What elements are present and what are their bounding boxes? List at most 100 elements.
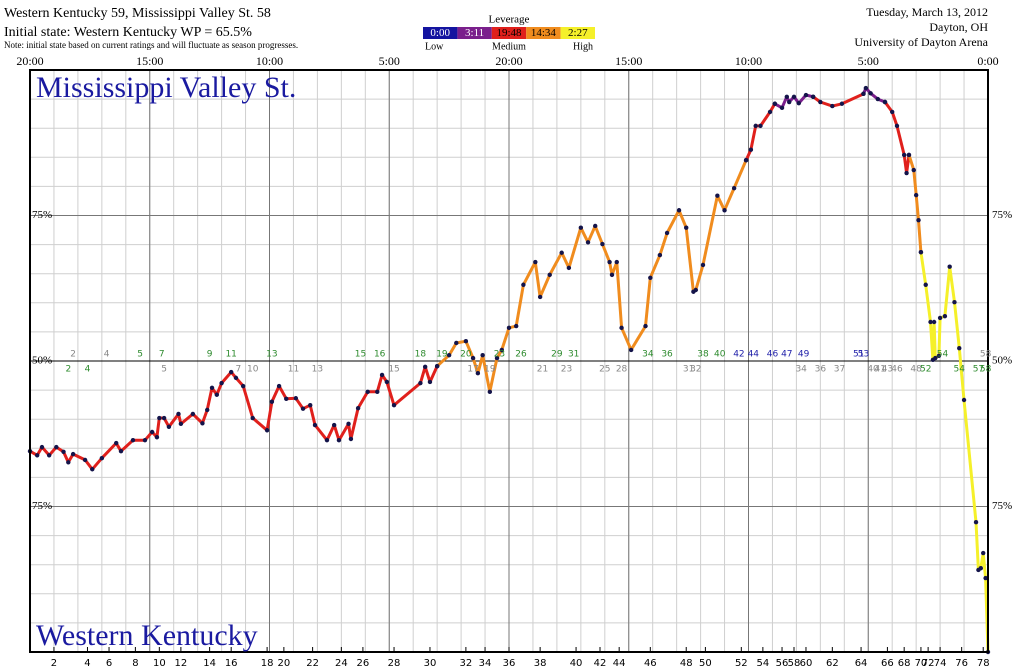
wp-point: [513, 323, 519, 329]
possession-label: 26: [357, 658, 370, 669]
wp-point: [931, 319, 937, 325]
wp-point: [454, 340, 459, 346]
venue: University of Dayton Arena: [854, 35, 988, 49]
score-marker: 31: [568, 350, 579, 360]
possession-label: 44: [613, 658, 626, 669]
wp-point: [614, 259, 619, 265]
score-marker: 37: [834, 365, 845, 375]
possession-label: 36: [503, 658, 516, 669]
y-tick-label: 50%: [992, 355, 1012, 367]
wp-point: [796, 100, 801, 106]
legend-label: 0:00: [430, 27, 450, 39]
wp-point: [209, 385, 215, 390]
wp-point: [600, 241, 605, 247]
x-tick-label: 0:00: [977, 54, 998, 68]
score-marker: 2: [65, 365, 71, 375]
possession-label: 14: [203, 658, 216, 669]
wp-point: [82, 457, 88, 463]
score-marker: 13: [266, 350, 277, 360]
wp-point: [983, 575, 988, 581]
score-marker: 4: [104, 350, 110, 360]
wp-point: [324, 437, 330, 443]
wp-line: [919, 251, 990, 653]
possession-label: 6: [106, 658, 112, 669]
possession-label: 76: [955, 658, 968, 669]
score-marker: 52: [920, 365, 931, 375]
wp-point: [114, 440, 119, 446]
wp-point: [767, 109, 773, 115]
legend-swatch: [457, 27, 492, 39]
y-tick-label: 75%: [32, 209, 52, 221]
wp-point: [942, 313, 948, 319]
possession-label: 78: [977, 658, 990, 669]
wp-point: [875, 96, 881, 102]
score-marker: 38: [697, 350, 709, 360]
wp-point: [628, 347, 634, 353]
score-marker: 54: [937, 350, 949, 360]
wp-point: [894, 123, 900, 129]
wp-point: [130, 437, 136, 443]
wp-point: [176, 411, 181, 417]
wp-point: [533, 259, 538, 265]
score-marker: 20: [460, 350, 472, 360]
possession-label: 62: [826, 658, 839, 669]
legend-scale-label: Low: [425, 41, 444, 52]
legend-label: 14:34: [531, 27, 557, 39]
wp-point: [933, 355, 938, 361]
y-tick-label: 75%: [992, 500, 1012, 512]
wp-point: [418, 380, 423, 386]
score-marker: 23: [561, 365, 572, 375]
y-tick-label: 75%: [992, 209, 1012, 221]
wp-point: [39, 444, 45, 450]
wp-point: [957, 345, 962, 351]
x-tick-label: 5:00: [379, 54, 400, 68]
score-marker: 19: [484, 365, 496, 375]
wp-point: [521, 282, 526, 287]
score-marker: 34: [642, 350, 654, 360]
possession-label: 38: [534, 658, 547, 669]
wp-point: [803, 92, 809, 98]
possession-label: 72: [922, 658, 935, 669]
score-marker: 36: [815, 365, 827, 375]
wp-point: [936, 353, 942, 358]
possession-label: 54: [757, 658, 770, 669]
wp-point: [923, 282, 928, 287]
possession-label: 20: [278, 658, 291, 669]
possession-label: 18: [261, 658, 274, 669]
score-marker: 48: [910, 365, 922, 375]
y-tick-label: 75%: [32, 500, 52, 512]
wp-point: [205, 407, 210, 413]
wp-point: [269, 399, 275, 404]
grid: [29, 69, 989, 653]
legend-title: Leverage: [489, 14, 530, 26]
wp-point: [830, 103, 835, 109]
wp-point: [293, 396, 299, 401]
wp-point: [566, 265, 572, 271]
wp-point: [90, 467, 95, 472]
score-marker: 44: [748, 350, 760, 360]
wp-point: [264, 428, 270, 433]
wp-point: [758, 123, 763, 129]
possession-label: 52: [735, 658, 748, 669]
wp-point: [913, 192, 919, 198]
wp-point: [916, 217, 921, 223]
wp-point: [715, 193, 720, 198]
wp-point: [722, 208, 727, 213]
wp-point: [664, 230, 670, 236]
lines: [27, 85, 991, 655]
wp-point: [475, 371, 481, 376]
wp-line: [862, 86, 886, 104]
score-marker: 51: [853, 350, 864, 360]
possession-label: 56: [776, 658, 789, 669]
score-marker: 2: [70, 350, 76, 360]
score-marker: 32: [690, 365, 701, 375]
wp-point: [506, 325, 512, 331]
wp-point: [810, 94, 816, 99]
wp-point: [906, 152, 912, 158]
wp-point: [487, 389, 493, 395]
possession-label: 30: [424, 658, 437, 669]
possession-label: 4: [84, 658, 90, 669]
wp-point: [214, 392, 220, 397]
score-marker: 17: [467, 365, 478, 375]
possession-label: 46: [644, 658, 657, 669]
